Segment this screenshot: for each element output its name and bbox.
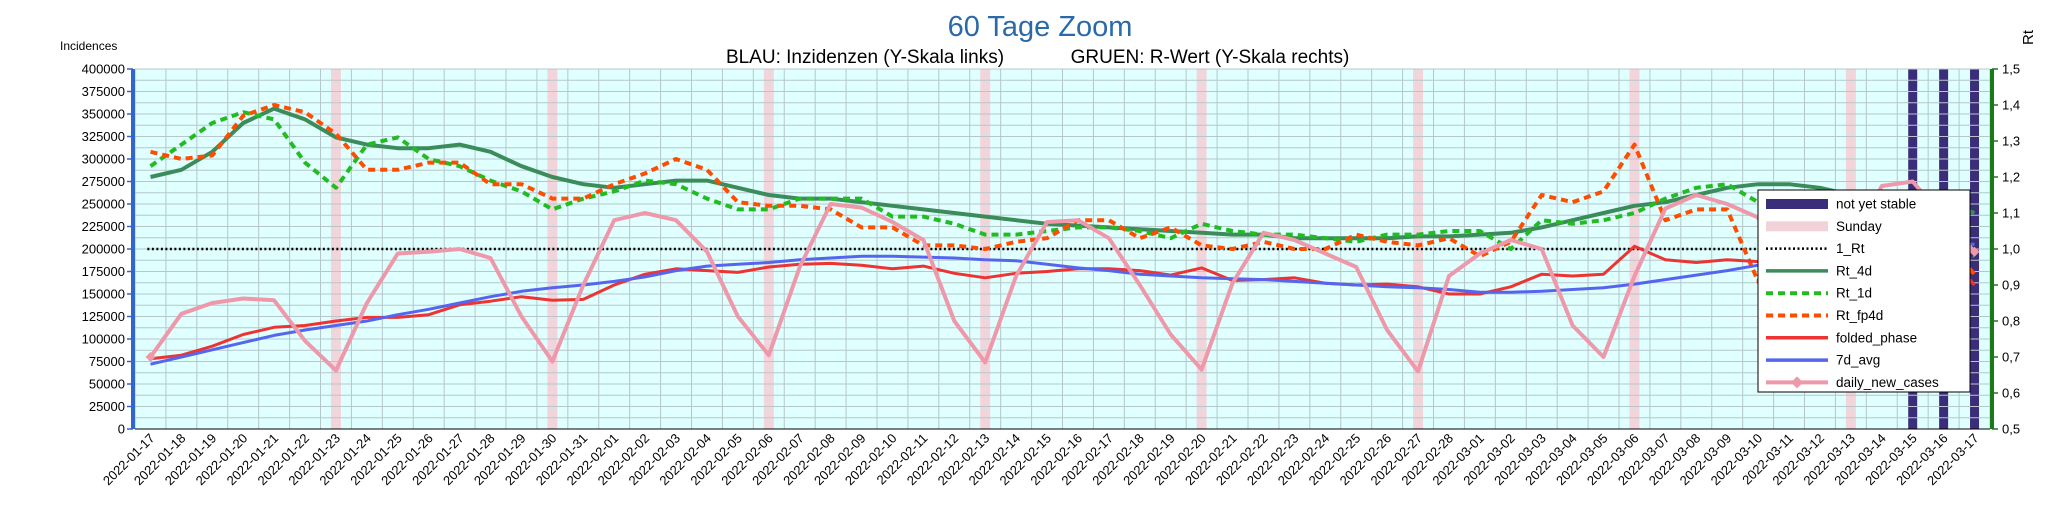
legend-label: Rt_fp4d (1836, 308, 1883, 323)
y-tick-left-label: 350000 (82, 107, 125, 122)
y-tick-right-label: 1,4 (2002, 98, 2020, 113)
y-tick-left-label: 250000 (82, 197, 125, 212)
point-daily_new_cases (145, 352, 156, 362)
y-tick-right-label: 1,2 (2002, 170, 2020, 185)
legend-label: folded_phase (1836, 330, 1917, 345)
y-tick-left-label: 400000 (82, 62, 125, 77)
legend-label: daily_new_cases (1836, 375, 1939, 390)
chart-subtitle-left: BLAU: Inzidenzen (Y-Skala links) (726, 47, 1004, 68)
legend-label: Rt_4d (1836, 263, 1872, 278)
y-axis-left-label: Incidences (60, 39, 117, 53)
legend-swatch (1766, 221, 1828, 232)
legend-label: 7d_avg (1836, 353, 1880, 368)
chart-title: 60 Tage Zoom (948, 11, 1133, 43)
y-tick-right-label: 0,6 (2002, 386, 2020, 401)
y-tick-right-label: 0,9 (2002, 278, 2020, 293)
y-tick-left-label: 275000 (82, 174, 125, 189)
y-tick-right-label: 0,8 (2002, 314, 2020, 329)
y-tick-left-label: 300000 (82, 152, 125, 167)
y-tick-right-label: 1,1 (2002, 206, 2020, 221)
legend-marker (1791, 376, 1803, 389)
chart-subtitle-right: GRUEN: R-Wert (Y-Skala rechts) (1071, 47, 1350, 68)
y-tick-left-label: 150000 (82, 287, 125, 302)
y-tick-left-label: 125000 (82, 309, 125, 324)
legend-label: Sunday (1836, 219, 1882, 234)
y-tick-right-label: 1,3 (2002, 134, 2020, 149)
y-tick-left-label: 375000 (82, 84, 125, 99)
y-tick-left-label: 50000 (89, 377, 125, 392)
legend-swatch (1766, 199, 1828, 209)
y-tick-left-label: 175000 (82, 264, 125, 279)
y-tick-left-label: 25000 (89, 399, 125, 414)
series-line-folded_phase (150, 243, 1976, 361)
y-axis-right-label: Rt (2020, 29, 2037, 45)
y-tick-right-label: 1,5 (2002, 62, 2020, 77)
y-tick-right-label: 0,5 (2002, 422, 2020, 437)
legend-label: Rt_1d (1836, 286, 1872, 301)
y-tick-right-label: 1,0 (2002, 242, 2020, 257)
y-tick-left-label: 100000 (82, 332, 125, 347)
y-tick-left-label: 225000 (82, 219, 125, 234)
y-tick-left-label: 325000 (82, 129, 125, 144)
legend-label: not yet stable (1836, 197, 1916, 212)
y-tick-left-label: 0 (118, 422, 125, 437)
series-line-Rt_4d (150, 106, 1976, 241)
series-line-7d_avg (150, 238, 1975, 366)
y-tick-left-label: 75000 (89, 354, 125, 369)
legend-label: 1_Rt (1836, 241, 1865, 256)
series-line-Rt_fp4d (150, 103, 1977, 284)
point-daily_new_cases (1969, 246, 1980, 257)
series-line-daily_new_cases (148, 179, 1976, 374)
y-tick-left-label: 200000 (82, 242, 125, 257)
y-tick-right-label: 0,7 (2002, 350, 2020, 365)
